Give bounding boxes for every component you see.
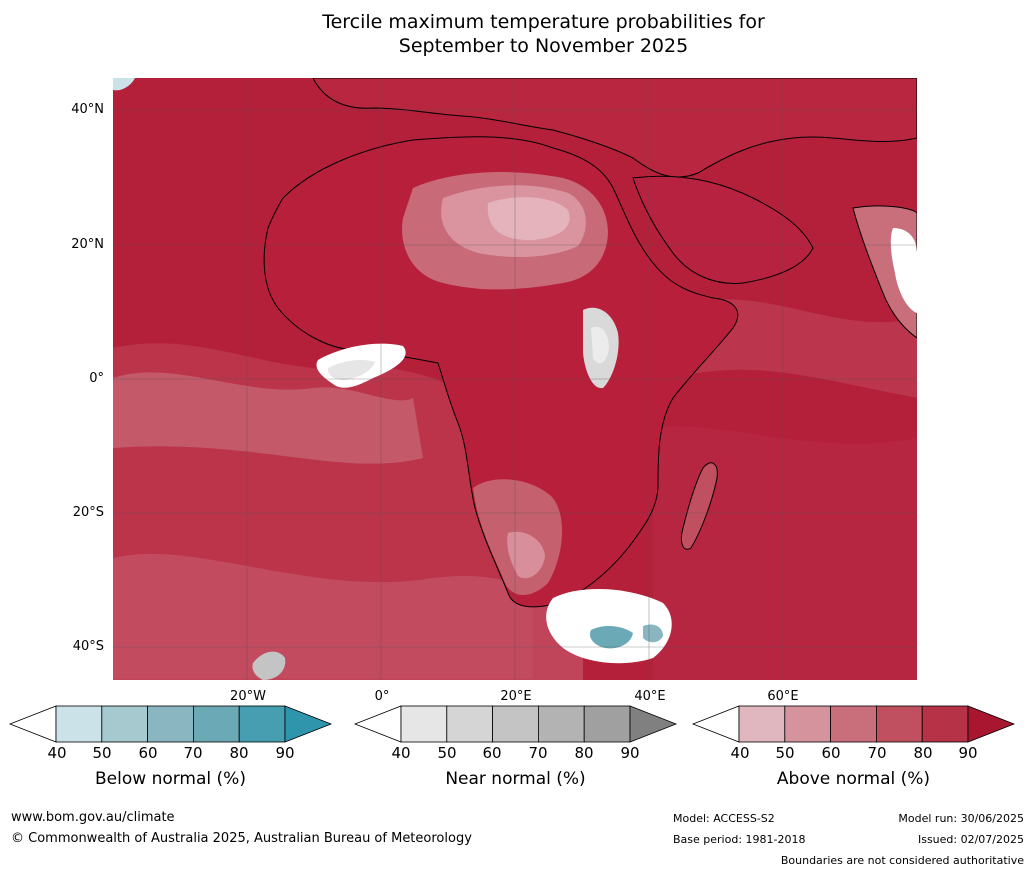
colorbar-segment xyxy=(147,705,194,743)
colorbar-segment xyxy=(738,705,786,743)
colorbar-tick: 40 xyxy=(730,744,750,762)
madagascar-land xyxy=(680,462,718,550)
colorbar-segment xyxy=(830,705,877,743)
ocean-band-indian xyxy=(653,426,917,680)
colorbar-tick: 50 xyxy=(437,744,457,762)
lon-label-60e: 60°E xyxy=(767,689,799,704)
south-ocean-blue-core xyxy=(643,624,663,643)
colorbar-segment xyxy=(400,705,448,743)
colorbar-segment xyxy=(492,705,539,743)
colorbar-tick: 60 xyxy=(482,744,502,762)
ocean-band-southern xyxy=(113,553,583,680)
colorbar-tick: 80 xyxy=(913,744,933,762)
colorbar-segment xyxy=(192,705,240,743)
colorbar-above-normal xyxy=(691,705,1016,743)
colorbar-near-normal xyxy=(353,705,678,743)
lat-label-20n: 20°N xyxy=(71,237,104,252)
colorbar-segment xyxy=(784,705,832,743)
title-line-2: September to November 2025 xyxy=(398,35,689,57)
southwest-grey-patch xyxy=(252,651,286,680)
footer-website[interactable]: www.bom.gov.au/climate xyxy=(11,810,175,825)
colorbar-tick: 80 xyxy=(229,744,249,762)
lon-label-0: 0° xyxy=(374,689,390,704)
colorbar-tick: 40 xyxy=(391,744,411,762)
lat-label-equator: 0° xyxy=(89,371,104,386)
colorbar-extend-high xyxy=(284,705,333,743)
lat-label-40s: 40°S xyxy=(72,639,104,654)
colorbar-below-svg xyxy=(8,705,333,743)
colorbar-above-title: Above normal (%) xyxy=(776,769,931,789)
colorbar-tick: 60 xyxy=(821,744,841,762)
probability-map xyxy=(113,78,917,680)
colorbar-tick: 90 xyxy=(275,744,295,762)
northwest-light-speck xyxy=(113,78,135,91)
colorbar-extend-low xyxy=(691,705,740,743)
footer-copyright: © Commonwealth of Australia 2025, Austra… xyxy=(11,831,472,846)
colorbar-tick: 70 xyxy=(528,744,548,762)
title-line-1: Tercile maximum temperature probabilitie… xyxy=(322,11,765,33)
map-title: Tercile maximum temperature probabilitie… xyxy=(0,10,1035,58)
arabia-land xyxy=(632,175,814,284)
colorbar-tick: 70 xyxy=(867,744,887,762)
lon-label-20e: 20°E xyxy=(500,689,532,704)
footer-model: Model: ACCESS-S2 xyxy=(673,812,775,825)
colorbar-near-svg xyxy=(353,705,678,743)
colorbar-segment xyxy=(921,705,969,743)
gulf-guinea-grey-ring xyxy=(327,360,375,380)
colorbar-extend-high xyxy=(967,705,1016,743)
colorbar-segment xyxy=(875,705,923,743)
footer-issued: Issued: 02/07/2025 xyxy=(917,833,1024,846)
colorbar-extend-low xyxy=(353,705,402,743)
colorbar-tick: 70 xyxy=(183,744,203,762)
europe-land xyxy=(312,78,917,178)
lon-label-40e: 40°E xyxy=(634,689,666,704)
colorbar-below-normal xyxy=(8,705,333,743)
colorbar-segment xyxy=(583,705,631,743)
lat-label-40n: 40°N xyxy=(71,102,104,117)
map-canvas xyxy=(113,78,917,680)
colorbar-segment xyxy=(101,705,149,743)
colorbar-above-svg xyxy=(691,705,1016,743)
colorbar-segment xyxy=(55,705,103,743)
colorbar-tick: 80 xyxy=(574,744,594,762)
colorbar-segment xyxy=(238,705,286,743)
footer-model-run: Model run: 30/06/2025 xyxy=(898,812,1024,825)
colorbar-tick: 60 xyxy=(138,744,158,762)
lat-label-20s: 20°S xyxy=(72,505,104,520)
ocean-band-gulf xyxy=(113,372,423,464)
colorbar-near-title: Near normal (%) xyxy=(445,769,586,789)
colorbar-extend-high xyxy=(629,705,678,743)
colorbar-tick: 50 xyxy=(92,744,112,762)
colorbar-tick: 40 xyxy=(47,744,67,762)
map-gridlines xyxy=(113,78,917,680)
colorbar-extend-low xyxy=(8,705,57,743)
colorbar-segment xyxy=(537,705,585,743)
colorbar-below-title: Below normal (%) xyxy=(95,769,246,789)
east-africa-grey-core xyxy=(591,326,609,364)
colorbar-tick: 90 xyxy=(958,744,978,762)
south-ocean-blue-patch xyxy=(589,626,633,649)
footer-disclaimer: Boundaries are not considered authoritat… xyxy=(780,854,1024,867)
india-white-patch xyxy=(890,228,917,313)
colorbar-tick: 50 xyxy=(775,744,795,762)
colorbar-tick: 90 xyxy=(620,744,640,762)
sahara-center xyxy=(487,197,570,241)
southern-africa-core xyxy=(507,531,545,579)
colorbar-segment xyxy=(446,705,494,743)
lon-label-20w: 20°W xyxy=(230,689,266,704)
footer-base-period: Base period: 1981-2018 xyxy=(673,833,806,846)
